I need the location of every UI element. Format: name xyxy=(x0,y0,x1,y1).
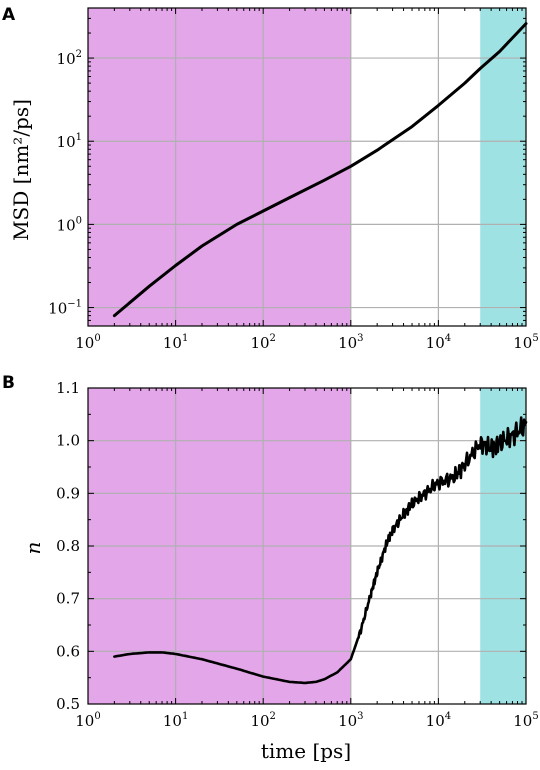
y-tick-label: 101 xyxy=(57,132,82,151)
x-tick-label: 103 xyxy=(338,333,363,352)
x-tick-label: 105 xyxy=(513,711,538,730)
msd-curve xyxy=(112,22,528,318)
panel-letter-b: B xyxy=(2,373,15,393)
y-tick-label: 1.0 xyxy=(56,432,80,450)
x-tick-label: 104 xyxy=(426,711,451,730)
y-tick-label: 1.1 xyxy=(56,379,80,397)
shaded-region-1 xyxy=(88,8,351,326)
y-tick-label: 0.6 xyxy=(56,642,80,660)
x-tick-label: 100 xyxy=(75,333,100,352)
time-x-axis-label: time [ps] xyxy=(261,739,351,763)
exponent-curve xyxy=(113,416,528,685)
msd-y-axis-label: MSD [nm²/ps] xyxy=(9,99,33,241)
y-tick-label: 0.7 xyxy=(56,590,80,608)
y-tick-label: 100 xyxy=(57,215,82,234)
y-tick-label: 0.5 xyxy=(56,695,80,713)
x-tick-label: 103 xyxy=(338,711,363,730)
x-tick-label: 104 xyxy=(426,333,451,352)
exponent-chart: 100 101 102 103 104 105 0.5 0.6 0.7 0.8 0.9 1.0 1.1 xyxy=(56,379,539,730)
y-tick-label: 0.9 xyxy=(56,484,80,502)
y-tick-label: 102 xyxy=(57,49,82,68)
x-tick-label: 101 xyxy=(163,711,188,730)
x-tick-label: 101 xyxy=(163,333,188,352)
x-tick-label: 105 xyxy=(513,333,538,352)
x-tick-label: 102 xyxy=(250,711,275,730)
exponent-y-axis-label: n xyxy=(21,542,45,555)
x-tick-label: 102 xyxy=(250,333,275,352)
msd-chart: 100 101 102 103 104 105 10−1 100 101 102 xyxy=(48,7,539,352)
y-tick-label: 0.8 xyxy=(56,537,80,555)
panel-letter-a: A xyxy=(2,5,16,25)
x-tick-label: 100 xyxy=(75,711,100,730)
y-tick-label: 10−1 xyxy=(48,299,82,318)
shaded-region-2 xyxy=(480,8,526,326)
plot-frame xyxy=(87,387,527,705)
plot-frame xyxy=(87,7,527,327)
